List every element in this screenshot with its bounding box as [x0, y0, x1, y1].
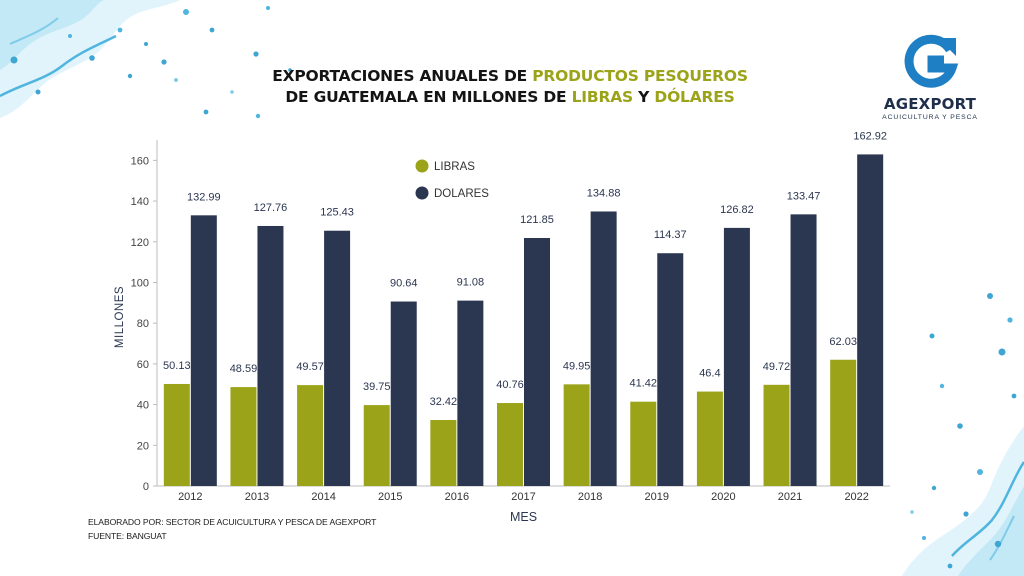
x-tick-label-2020: 2020 — [711, 491, 735, 503]
data-label-libras-2012: 50.13 — [163, 360, 191, 372]
footer-source: FUENTE: BANGUAT — [88, 531, 167, 541]
bar-dolares-2018 — [590, 211, 617, 486]
y-tick-label: 40 — [137, 400, 149, 412]
bar-libras-2014 — [297, 385, 324, 486]
bar-dolares-2014 — [324, 230, 351, 486]
data-label-dolares-2014: 125.43 — [320, 207, 354, 219]
bar-dolares-2021 — [790, 214, 817, 486]
data-label-dolares-2018: 134.88 — [587, 187, 621, 199]
data-label-dolares-2016: 91.08 — [457, 277, 485, 289]
bar-libras-2022 — [830, 359, 857, 486]
bar-libras-2016 — [430, 420, 457, 486]
x-tick-label-2018: 2018 — [578, 491, 602, 503]
data-label-libras-2016: 32.42 — [430, 396, 458, 408]
bar-libras-2020 — [696, 391, 723, 486]
data-label-dolares-2015: 90.64 — [390, 278, 418, 290]
legend-marker-dolares — [415, 186, 429, 200]
data-label-libras-2017: 40.76 — [496, 379, 524, 391]
data-label-libras-2022: 62.03 — [829, 336, 857, 348]
bar-dolares-2012 — [190, 215, 217, 486]
title-highlight-products: PRODUCTOS PESQUEROS — [532, 67, 748, 85]
data-label-libras-2020: 46.4 — [699, 368, 720, 380]
x-axis-label: MES — [510, 510, 537, 524]
data-label-libras-2019: 41.42 — [630, 378, 658, 390]
bar-dolares-2020 — [723, 227, 750, 486]
data-label-dolares-2017: 121.85 — [520, 214, 554, 226]
legend-label-libras: LIBRAS — [434, 161, 475, 173]
y-tick-label: 0 — [143, 481, 149, 493]
x-tick-label-2021: 2021 — [778, 491, 802, 503]
title-highlight-dolares: DÓLARES — [654, 88, 735, 106]
x-tick-label-2015: 2015 — [378, 491, 402, 503]
page-title: EXPORTACIONES ANUALES DE PRODUCTOS PESQU… — [250, 66, 770, 108]
y-tick-label: 60 — [137, 359, 149, 371]
bar-libras-2019 — [630, 401, 657, 486]
footer-credit: ELABORADO POR: SECTOR DE ACUICULTURA Y P… — [88, 517, 377, 527]
data-label-dolares-2019: 114.37 — [654, 229, 687, 241]
y-tick-label: 140 — [131, 196, 149, 208]
data-label-libras-2018: 49.95 — [563, 360, 591, 372]
data-label-libras-2013: 48.59 — [230, 363, 258, 375]
bar-dolares-2013 — [257, 225, 284, 486]
y-tick-label: 80 — [137, 318, 149, 330]
data-label-dolares-2012: 132.99 — [187, 191, 221, 203]
bar-libras-2021 — [763, 384, 790, 486]
title-text-part1: EXPORTACIONES ANUALES DE — [272, 67, 533, 85]
x-tick-label-2019: 2019 — [645, 491, 669, 503]
legend-marker-libras — [415, 159, 429, 173]
y-axis-label: MILLONES — [114, 286, 126, 348]
title-text-part3: Y — [632, 88, 655, 106]
logo-name: AGEXPORT — [883, 95, 977, 113]
y-tick-label: 120 — [131, 237, 149, 249]
x-tick-label-2017: 2017 — [511, 491, 535, 503]
x-tick-label-2016: 2016 — [445, 491, 469, 503]
logo-subtitle: ACUICULTURA Y PESCA — [882, 114, 978, 121]
y-tick-label: 100 — [131, 277, 149, 289]
bar-dolares-2022 — [857, 154, 884, 486]
data-label-dolares-2020: 126.82 — [720, 204, 754, 216]
data-label-libras-2021: 49.72 — [763, 361, 791, 373]
data-label-libras-2014: 49.57 — [296, 361, 324, 373]
x-tick-label-2022: 2022 — [844, 491, 868, 503]
bar-libras-2013 — [230, 387, 257, 486]
data-label-dolares-2013: 127.76 — [254, 202, 288, 214]
title-text-part2: DE GUATEMALA EN MILLONES DE — [285, 88, 572, 106]
x-tick-label-2012: 2012 — [178, 491, 202, 503]
y-tick-label: 20 — [137, 440, 149, 452]
bar-dolares-2017 — [524, 237, 550, 486]
agexport-logo: AGEXPORT ACUICULTURA Y PESCA — [880, 34, 980, 121]
title-highlight-libras: LIBRAS — [571, 88, 634, 106]
data-label-dolares-2022: 162.92 — [853, 130, 887, 142]
bar-libras-2015 — [363, 405, 390, 486]
bar-libras-2017 — [497, 403, 523, 486]
bar-dolares-2019 — [657, 253, 684, 486]
x-tick-label-2013: 2013 — [245, 491, 269, 503]
y-tick-label: 160 — [131, 155, 149, 167]
bar-libras-2012 — [163, 383, 190, 486]
bar-dolares-2016 — [457, 300, 484, 486]
x-tick-label-2014: 2014 — [311, 491, 335, 503]
title-line-2: DE GUATEMALA EN MILLONES DE LIBRAS Y DÓL… — [250, 87, 770, 108]
agexport-g-icon — [904, 34, 959, 88]
bar-libras-2018 — [563, 384, 590, 486]
legend-label-dolares: DOLARES — [434, 188, 489, 200]
data-label-libras-2015: 39.75 — [363, 381, 391, 393]
title-line-1: EXPORTACIONES ANUALES DE PRODUCTOS PESQU… — [250, 66, 770, 87]
bar-dolares-2015 — [390, 301, 417, 486]
data-label-dolares-2021: 133.47 — [787, 190, 821, 202]
